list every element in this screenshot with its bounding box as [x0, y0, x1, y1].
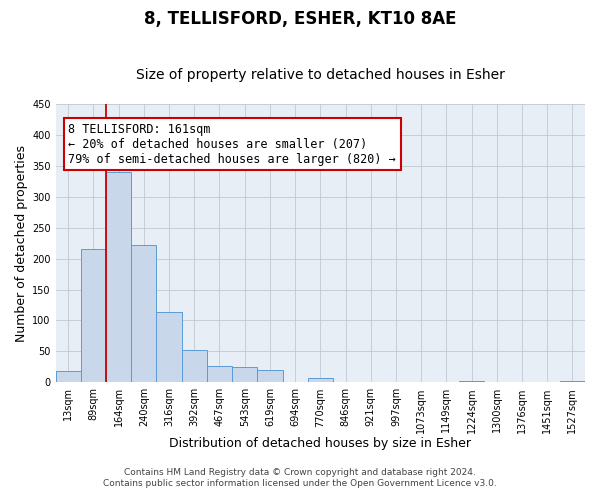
Title: Size of property relative to detached houses in Esher: Size of property relative to detached ho… — [136, 68, 505, 82]
Bar — [182, 350, 207, 382]
Bar — [257, 370, 283, 382]
Bar — [106, 172, 131, 382]
X-axis label: Distribution of detached houses by size in Esher: Distribution of detached houses by size … — [169, 437, 472, 450]
Bar — [81, 250, 106, 382]
Bar — [56, 371, 81, 382]
Y-axis label: Number of detached properties: Number of detached properties — [15, 144, 28, 342]
Text: 8 TELLISFORD: 161sqm
← 20% of detached houses are smaller (207)
79% of semi-deta: 8 TELLISFORD: 161sqm ← 20% of detached h… — [68, 122, 396, 166]
Bar — [308, 378, 333, 382]
Bar — [157, 312, 182, 382]
Text: Contains HM Land Registry data © Crown copyright and database right 2024.
Contai: Contains HM Land Registry data © Crown c… — [103, 468, 497, 487]
Bar — [459, 381, 484, 382]
Bar — [131, 245, 157, 382]
Bar — [207, 366, 232, 382]
Bar — [232, 367, 257, 382]
Text: 8, TELLISFORD, ESHER, KT10 8AE: 8, TELLISFORD, ESHER, KT10 8AE — [144, 10, 456, 28]
Bar — [560, 381, 585, 382]
